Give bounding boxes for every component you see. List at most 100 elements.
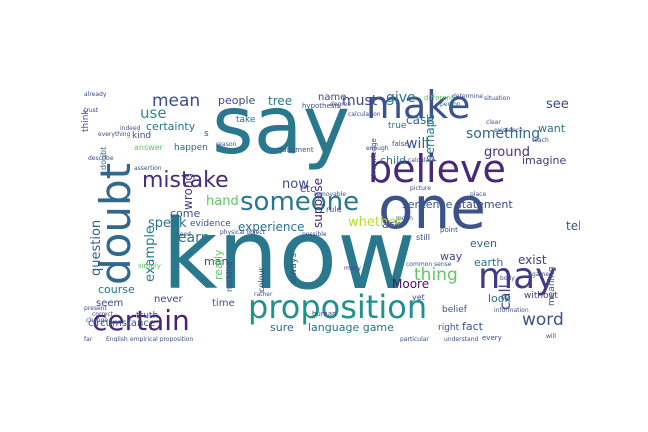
word-yet: yet [412, 293, 425, 302]
word-now: now [282, 177, 309, 192]
word-ground: ground [484, 145, 530, 160]
word-suppose: suppose [311, 178, 325, 228]
word-common-sense: common sense [406, 261, 452, 268]
word-without: without [524, 291, 558, 301]
word-speak: speak [148, 216, 187, 231]
word-false: false [392, 140, 409, 148]
word-mean: mean [152, 91, 200, 111]
word-really: really [212, 249, 225, 280]
word-always: always [289, 253, 299, 284]
word-tell: tell [566, 219, 580, 233]
word-doubt: doubt [91, 163, 140, 285]
word-determine: determine [452, 93, 483, 100]
word-tree: tree [268, 94, 292, 108]
word-happen: happen [174, 143, 208, 153]
word-teach: teach [532, 137, 549, 144]
word-ask: ask [382, 218, 401, 231]
word-must: must [342, 93, 378, 109]
word-trust: trust [84, 107, 99, 114]
word-reason: reason [216, 141, 237, 148]
word-child: child [380, 154, 406, 167]
word-certainty: certainty [146, 120, 196, 133]
word-earth: earth [474, 256, 503, 269]
word-colour: colour [257, 267, 266, 292]
word-possible: possible [302, 231, 327, 238]
word-rather: rather [254, 291, 273, 298]
word-take: take [236, 115, 256, 125]
word-person: person [440, 101, 461, 108]
word-give: give [386, 90, 416, 106]
word-never: never [154, 294, 184, 305]
word-describe: describe [88, 155, 114, 162]
word-thing: thing [414, 265, 458, 285]
word-name: name [318, 92, 346, 103]
word-answer: answer [134, 143, 164, 152]
word-hypothesis: hypothesis [302, 102, 340, 110]
word-s: s [204, 129, 209, 139]
word-come: come [170, 207, 200, 220]
word-mistake: mistake [142, 168, 229, 193]
word-proposition: proposition [248, 288, 427, 326]
word-doubt: doubt [99, 147, 108, 170]
word-degree: degree [330, 101, 351, 108]
word-already: already [84, 91, 107, 98]
word-meaning: meaning [547, 267, 557, 306]
word-every: every [482, 334, 502, 342]
word-fact: fact [462, 320, 484, 333]
word-use: use [140, 104, 167, 122]
word-moore: Moore [392, 277, 429, 291]
word-evidence: evidence [190, 219, 231, 229]
word-true: true [388, 121, 407, 131]
word-know: know [162, 199, 416, 311]
word-certain: certain [92, 304, 190, 337]
word-knowledge: knowledge [370, 138, 378, 176]
word-want: want [538, 122, 566, 135]
word-may: may [478, 256, 556, 297]
word-sentence: sentence [402, 198, 453, 211]
word-body: body [500, 275, 515, 282]
word-information: information [494, 307, 529, 314]
word-indeed: indeed [120, 125, 141, 132]
word-exist: exist [518, 253, 547, 267]
word-empirical-proposition: empirical proposition [130, 336, 193, 342]
word-different: different [424, 94, 454, 102]
word-human: human [312, 310, 336, 318]
word-clear: clear [486, 119, 501, 126]
word-moon: moon [396, 215, 413, 222]
word-example: example [143, 226, 158, 282]
word-simply: simply [138, 262, 161, 270]
word-hand: hand [206, 194, 239, 209]
word-will: will [546, 333, 556, 340]
word-way: way [440, 250, 463, 263]
word-removable: removable [314, 191, 346, 198]
word-belief: belief [442, 305, 468, 315]
word-place: place [470, 191, 486, 198]
word-physical-object: physical object [220, 229, 266, 236]
word-understand: understand [444, 336, 479, 342]
word-particular: particular [400, 336, 429, 342]
word-change: change [86, 317, 108, 324]
word-experience: experience [238, 220, 305, 234]
word-situation: situation [484, 95, 510, 102]
word-enough: enough [366, 145, 389, 152]
word-right: right [438, 323, 460, 333]
word-statement: statement [456, 198, 513, 211]
word-still: still [416, 233, 430, 242]
word-present: present [84, 305, 107, 312]
word-time: time [212, 298, 235, 309]
word-kind: kind [132, 131, 151, 141]
word-correct: correct [92, 311, 114, 318]
word-calculation: calculation [348, 111, 381, 118]
word-far: far [84, 336, 93, 342]
word-think: think [81, 109, 91, 132]
word-something: something [466, 126, 540, 142]
word-learn: learn [174, 230, 209, 246]
word-people: people [218, 94, 256, 107]
word-say: say [212, 80, 350, 172]
word-course: course [98, 283, 135, 296]
word-call: call [496, 284, 514, 310]
word-will: will [406, 136, 429, 152]
word-whether: whether [348, 215, 402, 230]
word-truth: truth [136, 311, 158, 321]
